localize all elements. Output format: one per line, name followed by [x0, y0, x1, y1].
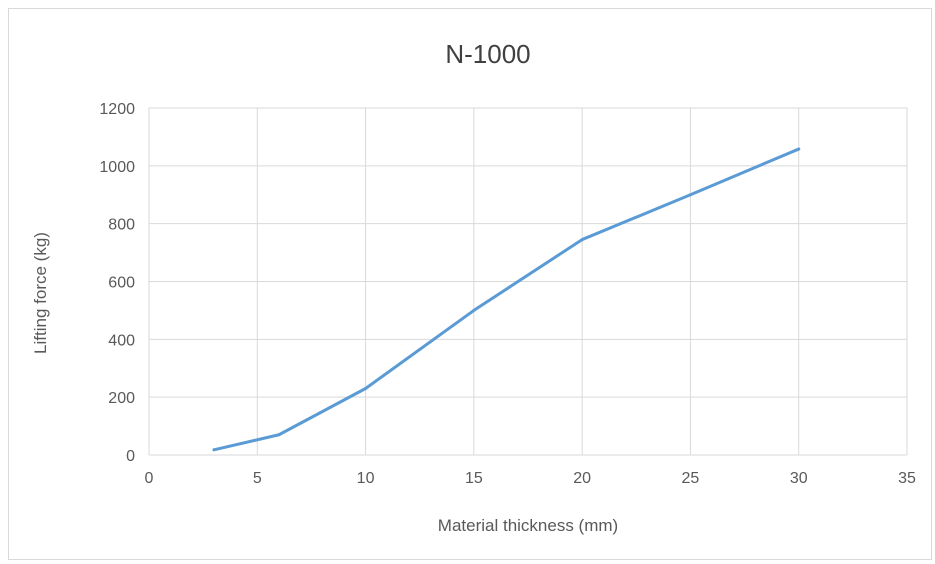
x-axis-title: Material thickness (mm) [438, 516, 618, 535]
x-tick-label: 10 [357, 470, 375, 487]
chart-title: N-1000 [445, 39, 530, 69]
series-line [212, 147, 801, 452]
y-tick-label: 200 [108, 390, 135, 407]
data-point [472, 308, 476, 312]
y-tick-label: 1000 [99, 159, 135, 176]
y-tick-label: 600 [108, 275, 135, 292]
data-point [688, 193, 692, 197]
series-group [212, 147, 801, 452]
x-tick-label: 25 [682, 470, 700, 487]
x-tick-label: 0 [145, 470, 154, 487]
y-axis-title: Lifting force (kg) [31, 232, 50, 354]
grid-lines [148, 107, 908, 456]
y-tick-labels: 0 200 400 600 800 1000 1200 [99, 101, 135, 465]
data-point [580, 238, 584, 242]
x-tick-labels: 0 5 10 15 20 25 30 35 [145, 470, 916, 487]
y-tick-label: 0 [126, 448, 135, 465]
data-point [277, 433, 281, 437]
y-tick-label: 800 [108, 217, 135, 234]
chart-frame [8, 8, 932, 560]
x-tick-label: 35 [898, 470, 916, 487]
x-tick-label: 30 [790, 470, 808, 487]
data-point [212, 448, 216, 452]
y-tick-label: 400 [108, 332, 135, 349]
data-point [797, 147, 801, 151]
x-tick-label: 20 [573, 470, 591, 487]
x-tick-label: 5 [253, 470, 262, 487]
data-point [364, 386, 368, 390]
y-tick-label: 1200 [99, 101, 135, 118]
x-tick-label: 15 [465, 470, 483, 487]
